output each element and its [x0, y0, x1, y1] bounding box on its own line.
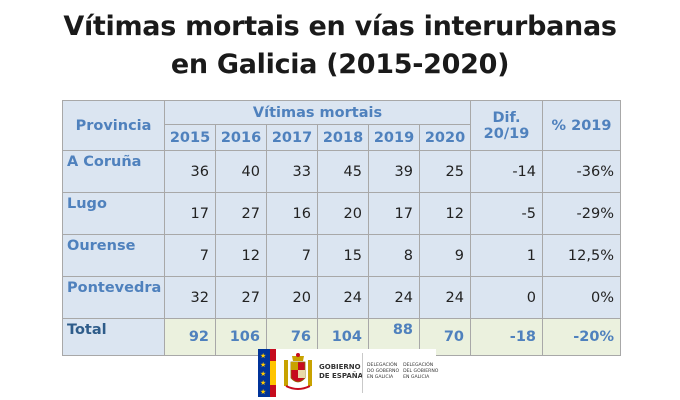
value-cell: 17	[164, 192, 216, 235]
table-row: Pontevedra 32 27 20 24 24 24 0 0%	[62, 276, 621, 319]
fatalities-table: Provincia Vítimas mortais Dif. 20/19 % 2…	[62, 100, 621, 356]
value-cell: 24	[368, 276, 420, 319]
header-pct: % 2019	[542, 100, 621, 151]
value-cell: 9	[419, 234, 471, 277]
header-year: 2017	[266, 124, 318, 151]
deleg-line: DELEGACIÓN	[403, 363, 434, 368]
star-icon: ★	[260, 352, 267, 360]
pct-cell: -36%	[542, 150, 621, 193]
header-year: 2015	[164, 124, 216, 151]
gob-line-1: GOBIERNO	[319, 363, 361, 371]
table-row: Lugo 17 27 16 20 17 12 -5 -29%	[62, 192, 621, 235]
province-cell: Ourense	[62, 234, 165, 277]
province-cell: Pontevedra	[62, 276, 165, 319]
total-label: Total	[62, 318, 165, 356]
pct-cell: 0%	[542, 276, 621, 319]
dif-cell: -14	[470, 150, 543, 193]
star-icon: ★	[260, 388, 267, 396]
table-row: Ourense 7 12 7 15 8 9 1 12,5%	[62, 234, 621, 277]
eu-flag-strip: ★ ★ ★ ★ ★	[258, 349, 270, 397]
value-cell: 39	[368, 150, 420, 193]
value-cell: 12	[215, 234, 267, 277]
value-cell: 8	[368, 234, 420, 277]
header-year: 2019	[368, 124, 420, 151]
header-year: 2020	[419, 124, 471, 151]
value-cell: 33	[266, 150, 318, 193]
dif-cell: -5	[470, 192, 543, 235]
value-cell: 12	[419, 192, 471, 235]
page-title: Vítimas mortais en vías interurbanas en …	[0, 8, 680, 84]
value-cell: 27	[215, 276, 267, 319]
gobierno-text: GOBIERNO DE ESPAÑA	[319, 363, 363, 381]
delegation-text: DELEGACIÓN DO GOBERNO EN GALICIA DELEGAC…	[362, 353, 438, 393]
title-line-1: Vítimas mortais en vías interurbanas	[63, 11, 617, 42]
coat-of-arms-icon	[284, 353, 312, 390]
province-cell: A Coruña	[62, 150, 165, 193]
value-cell: 7	[164, 234, 216, 277]
dif-cell: 0	[470, 276, 543, 319]
value-cell: 20	[266, 276, 318, 319]
total-pct-cell: -20%	[542, 318, 621, 356]
deleg-line: EN GALICIA	[367, 375, 394, 380]
government-logo: ★ ★ ★ ★ ★ GOBIERNO DE ESPAÑA DELEGACIÓN …	[258, 349, 438, 397]
value-cell: 45	[317, 150, 369, 193]
deleg-line: DEL GOBIERNO	[403, 369, 439, 374]
deleg-line: DO GOBERNO	[367, 369, 400, 374]
header-dif-line2: 20/19	[483, 125, 530, 142]
value-cell: 24	[317, 276, 369, 319]
deleg-line: EN GALICIA	[403, 375, 430, 380]
table-row: A Coruña 36 40 33 45 39 25 -14 -36%	[62, 150, 621, 193]
star-icon: ★	[260, 361, 267, 369]
value-cell: 7	[266, 234, 318, 277]
value-cell: 40	[215, 150, 267, 193]
value-cell: 16	[266, 192, 318, 235]
value-cell: 24	[419, 276, 471, 319]
title-line-2: en Galicia (2015-2020)	[170, 49, 510, 80]
value-cell: 17	[368, 192, 420, 235]
star-icon: ★	[260, 370, 267, 378]
fatalities-table-container: Provincia Vítimas mortais Dif. 20/19 % 2…	[62, 100, 622, 356]
spain-flag-strip	[270, 349, 276, 397]
star-icon: ★	[260, 379, 267, 387]
value-cell: 25	[419, 150, 471, 193]
pct-cell: 12,5%	[542, 234, 621, 277]
dif-cell: 1	[470, 234, 543, 277]
total-value-cell: 106	[215, 318, 267, 356]
header-victims-group: Vítimas mortais	[164, 100, 471, 125]
value-cell: 20	[317, 192, 369, 235]
value-cell: 36	[164, 150, 216, 193]
header-year: 2018	[317, 124, 369, 151]
value-cell: 32	[164, 276, 216, 319]
header-province: Provincia	[62, 100, 165, 151]
total-value-cell: 92	[164, 318, 216, 356]
delegation-galician: DELEGACIÓN DO GOBERNO EN GALICIA	[367, 363, 399, 381]
total-dif-cell: -18	[470, 318, 543, 356]
value-cell: 15	[317, 234, 369, 277]
gob-line-2: DE ESPAÑA	[319, 372, 364, 380]
deleg-line: DELEGACIÓN	[367, 363, 398, 368]
header-year: 2016	[215, 124, 267, 151]
province-cell: Lugo	[62, 192, 165, 235]
pct-cell: -29%	[542, 192, 621, 235]
value-cell: 27	[215, 192, 267, 235]
header-dif-line1: Dif.	[492, 109, 521, 126]
delegation-spanish: DELEGACIÓN DEL GOBIERNO EN GALICIA	[403, 363, 438, 381]
header-dif: Dif. 20/19	[470, 100, 543, 151]
